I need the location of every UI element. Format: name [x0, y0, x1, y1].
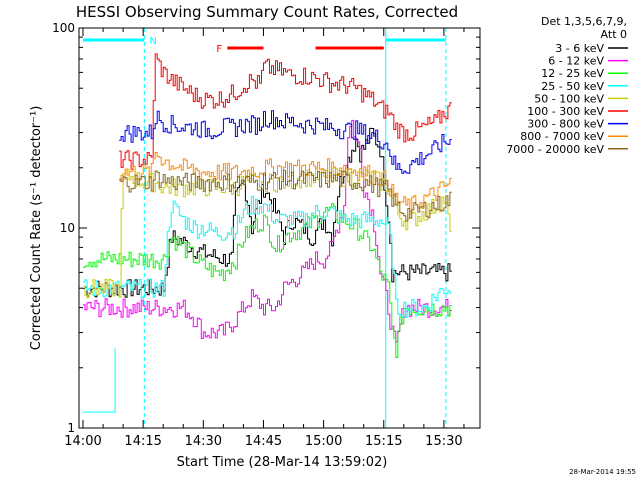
chart-title: HESSI Observing Summary Count Rates, Cor…	[76, 3, 458, 21]
legend-entry-label: 7000 - 20000 keV	[506, 143, 604, 156]
legend-entry-label: 100 - 300 keV	[527, 105, 604, 118]
legend-entry-label: 800 - 7000 keV	[520, 130, 604, 143]
series-line-3	[83, 196, 452, 318]
night-label: N	[149, 36, 156, 47]
series-group	[83, 53, 452, 359]
legend-header-detectors: Det 1,3,5,6,7,9,	[541, 15, 627, 28]
axes: 14:00 14:15 14:30 14:45 15:00 15:15 15:30 1 10 10…	[52, 21, 481, 449]
series-line-7	[119, 152, 452, 213]
x-tick-label: 15:30	[425, 434, 462, 449]
x-tick-label: 14:45	[245, 434, 282, 449]
series-line-1	[83, 119, 452, 343]
series-line-8	[119, 169, 452, 222]
legend-entry-label: 12 - 25 keV	[541, 67, 604, 80]
x-tick-label: 15:15	[365, 434, 402, 449]
plot-area: NF	[83, 28, 452, 428]
y-tick-label: 100	[52, 21, 75, 35]
plot-frame	[78, 27, 481, 429]
y-tick-label: 1	[67, 421, 75, 435]
x-tick-label: 15:00	[305, 434, 342, 449]
legend-header-attenuator: Att 0	[601, 28, 627, 41]
series-line-0	[83, 127, 452, 298]
x-tick-label: 14:00	[64, 434, 101, 449]
legend-entry-label: 50 - 100 keV	[534, 92, 604, 105]
legend-entry-label: 6 - 12 keV	[548, 55, 604, 68]
y-tick-label: 10	[60, 221, 75, 235]
x-axis-label: Start Time (28-Mar-14 13:59:02)	[177, 455, 388, 470]
x-tick-label: 14:15	[124, 434, 161, 449]
timestamp: 28-Mar-2014 19:55	[569, 468, 636, 476]
y-axis-label: Corrected Count Rate (s⁻¹ detector⁻¹)	[29, 106, 44, 351]
x-tick-label: 14:30	[185, 434, 222, 449]
series-line-5	[119, 53, 452, 170]
legend-entry-label: 300 - 800 keV	[527, 118, 604, 131]
legend-entry-label: 3 - 6 keV	[555, 42, 604, 55]
series-line-6	[119, 110, 452, 174]
series-line-2	[83, 203, 452, 359]
orbit-markers	[83, 28, 447, 428]
baseline-step	[83, 348, 116, 413]
legend-entry-label: 25 - 50 keV	[541, 80, 604, 93]
flare-label: F	[216, 44, 222, 55]
